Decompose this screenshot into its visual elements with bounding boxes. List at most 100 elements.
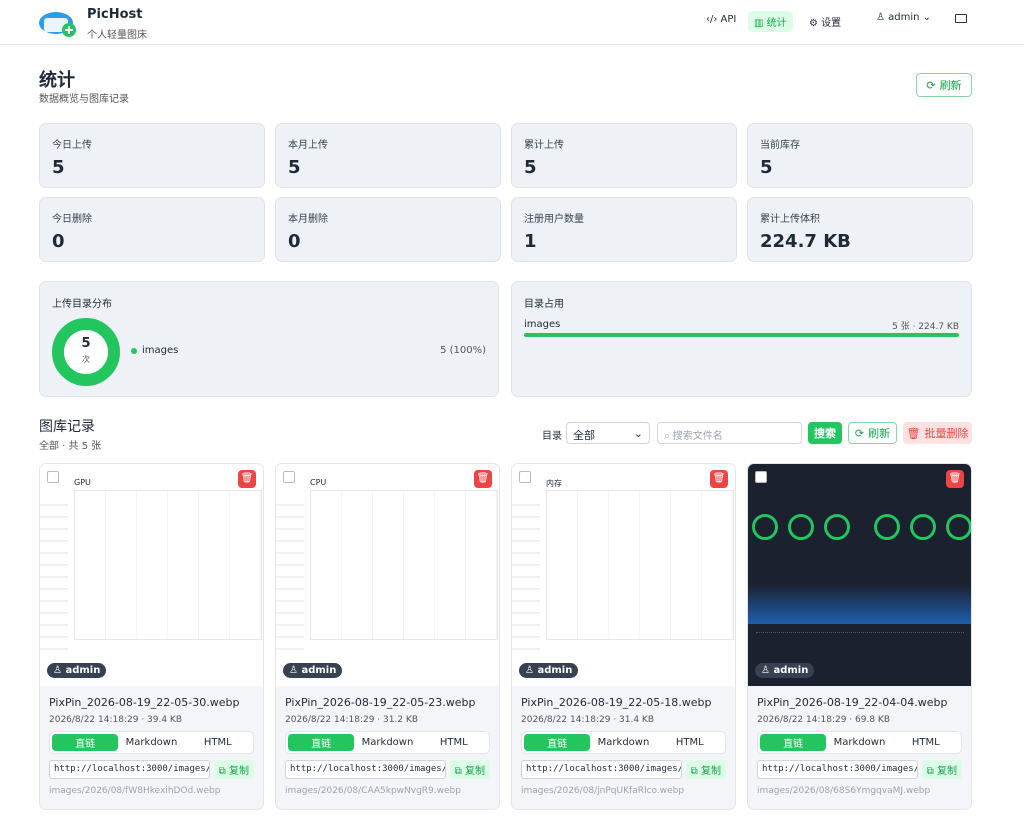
link-url[interactable]: http://localhost:3000/images/ [757,760,918,779]
owner-name: admin [65,665,101,676]
link-tab[interactable]: Markdown [361,737,414,748]
search-input[interactable]: ⌕ 搜索文件名 [657,422,802,444]
nav-settings[interactable]: ⚙ 设置 [809,18,842,29]
link-tabs: 直链 Markdown HTML [757,731,962,754]
link-tabs: 直链 Markdown HTML [49,731,254,754]
link-tab[interactable]: 直链 [52,734,119,751]
donut-total: 5 [81,336,91,351]
file-meta: 2026/8/22 14:18:29 · 39.4 KB [49,715,182,725]
stat-label: 本月删除 [288,214,328,225]
nav-label: 统计 [766,18,787,29]
stat-label: 注册用户数量 [524,214,584,225]
thumbnail: GPU 🗑 ♙ admin [40,464,263,686]
panel-title: 上传目录分布 [52,299,112,310]
thumb-chart [310,490,498,640]
filter-select[interactable]: 全部 ⌄ [566,422,650,444]
link-tab[interactable]: 直链 [288,734,355,751]
owner-badge: ♙ admin [47,663,107,678]
button-label: 复制 [937,766,957,777]
link-tab[interactable]: Markdown [597,737,650,748]
delete-button[interactable]: 🗑 [474,470,492,488]
batch-delete[interactable]: 🗑 批量删除 [903,422,972,444]
link-tab[interactable]: Markdown [125,737,178,748]
copy-button[interactable]: ⧉ 复制 [685,760,726,779]
link-tab[interactable]: HTML [203,737,232,748]
button-label: 批量删除 [924,427,969,440]
stat-label: 今日上传 [52,140,92,151]
chart-area [748,584,971,624]
copy-button[interactable]: ⧉ 复制 [213,760,254,779]
button-label: 刷新 [868,427,891,440]
thumbnail: 内存 🗑 ♙ admin [512,464,735,686]
panel-title: 目录占用 [524,299,564,310]
stat-value: 5 [524,157,537,178]
file-name: PixPin_2026-08-19_22-05-18.webp [521,696,712,709]
info-rows [756,632,964,662]
gallery-refresh[interactable]: ⟳ 刷新 [848,422,897,444]
stat-value: 0 [52,231,65,252]
button-label: 复制 [701,766,721,777]
copy-button[interactable]: ⧉ 复制 [921,760,962,779]
file-meta: 2026/8/22 14:18:29 · 69.8 KB [757,715,890,725]
usage-value: 5 张 · 224.7 KB [892,322,959,332]
filter-label: 目录 [542,431,562,442]
link-tab[interactable]: 直链 [760,734,827,751]
copy-button[interactable]: ⧉ 复制 [449,760,490,779]
select-checkbox[interactable] [47,471,59,483]
stat-card: 当前库存 5 [747,123,973,188]
file-name: PixPin_2026-08-19_22-04-04.webp [757,696,948,709]
stat-label: 累计上传 [524,140,564,151]
donut [52,318,120,386]
stat-card: 今日删除 0 [39,197,265,262]
refresh-button[interactable]: ⟳ 刷新 [916,73,972,97]
logo [39,12,76,37]
link-tab[interactable]: Markdown [833,737,886,748]
stat-value: 5 [288,157,301,178]
button-label: 搜索 [814,427,836,440]
screen-icon[interactable] [955,14,967,23]
file-path: images/2026/08/68S6YmgqvaMJ.webp [757,786,931,796]
file-name: PixPin_2026-08-19_22-05-30.webp [49,696,240,709]
select-value: 全部 [573,429,595,442]
thumbnail: CPU 🗑 ♙ admin [276,464,499,686]
legend-value: 5 (100%) [440,345,486,356]
link-row: http://localhost:3000/images/⧉ 复制 [521,760,726,779]
placeholder: 搜索文件名 [672,431,723,442]
link-tab[interactable]: 直链 [524,734,591,751]
select-checkbox[interactable] [755,471,767,483]
image-card: 内存 🗑 ♙ admin PixPin_2026-08-19_22-05-18.web… [511,463,736,810]
thumb-chart [74,490,262,640]
link-tab[interactable]: HTML [675,737,704,748]
user-menu[interactable]: ♙ admin ⌄ [876,12,932,23]
owner-badge: ♙ admin [283,663,343,678]
select-checkbox[interactable] [283,471,295,483]
nav-stats[interactable]: ▥ 统计 [748,11,793,32]
link-tabs: 直链 Markdown HTML [285,731,490,754]
link-row: http://localhost:3000/images/⧉ 复制 [49,760,254,779]
delete-button[interactable]: 🗑 [710,470,728,488]
link-tab[interactable]: HTML [439,737,468,748]
link-row: http://localhost:3000/images/⧉ 复制 [285,760,490,779]
select-checkbox[interactable] [519,471,531,483]
gauge [946,514,971,540]
thumb-chart [546,490,734,640]
link-url[interactable]: http://localhost:3000/images/ [521,760,682,779]
stat-value: 224.7 KB [760,231,851,252]
nav-api[interactable]: ‹/› API [706,14,737,25]
button-label: 刷新 [939,79,962,92]
stat-card: 今日上传 5 [39,123,265,188]
stat-label: 今日删除 [52,214,92,225]
thumb-side [276,494,304,654]
legend-dot [131,348,137,354]
owner-name: admin [301,665,337,676]
link-url[interactable]: http://localhost:3000/images/ [49,760,210,779]
link-url[interactable]: http://localhost:3000/images/ [285,760,446,779]
gauge [824,514,850,540]
search-button[interactable]: 搜索 [808,422,842,444]
delete-button[interactable]: 🗑 [946,470,964,488]
delete-button[interactable]: 🗑 [238,470,256,488]
file-meta: 2026/8/22 14:18:29 · 31.2 KB [285,715,418,725]
stat-card: 累计上传体积 224.7 KB [747,197,973,262]
link-tab[interactable]: HTML [911,737,940,748]
